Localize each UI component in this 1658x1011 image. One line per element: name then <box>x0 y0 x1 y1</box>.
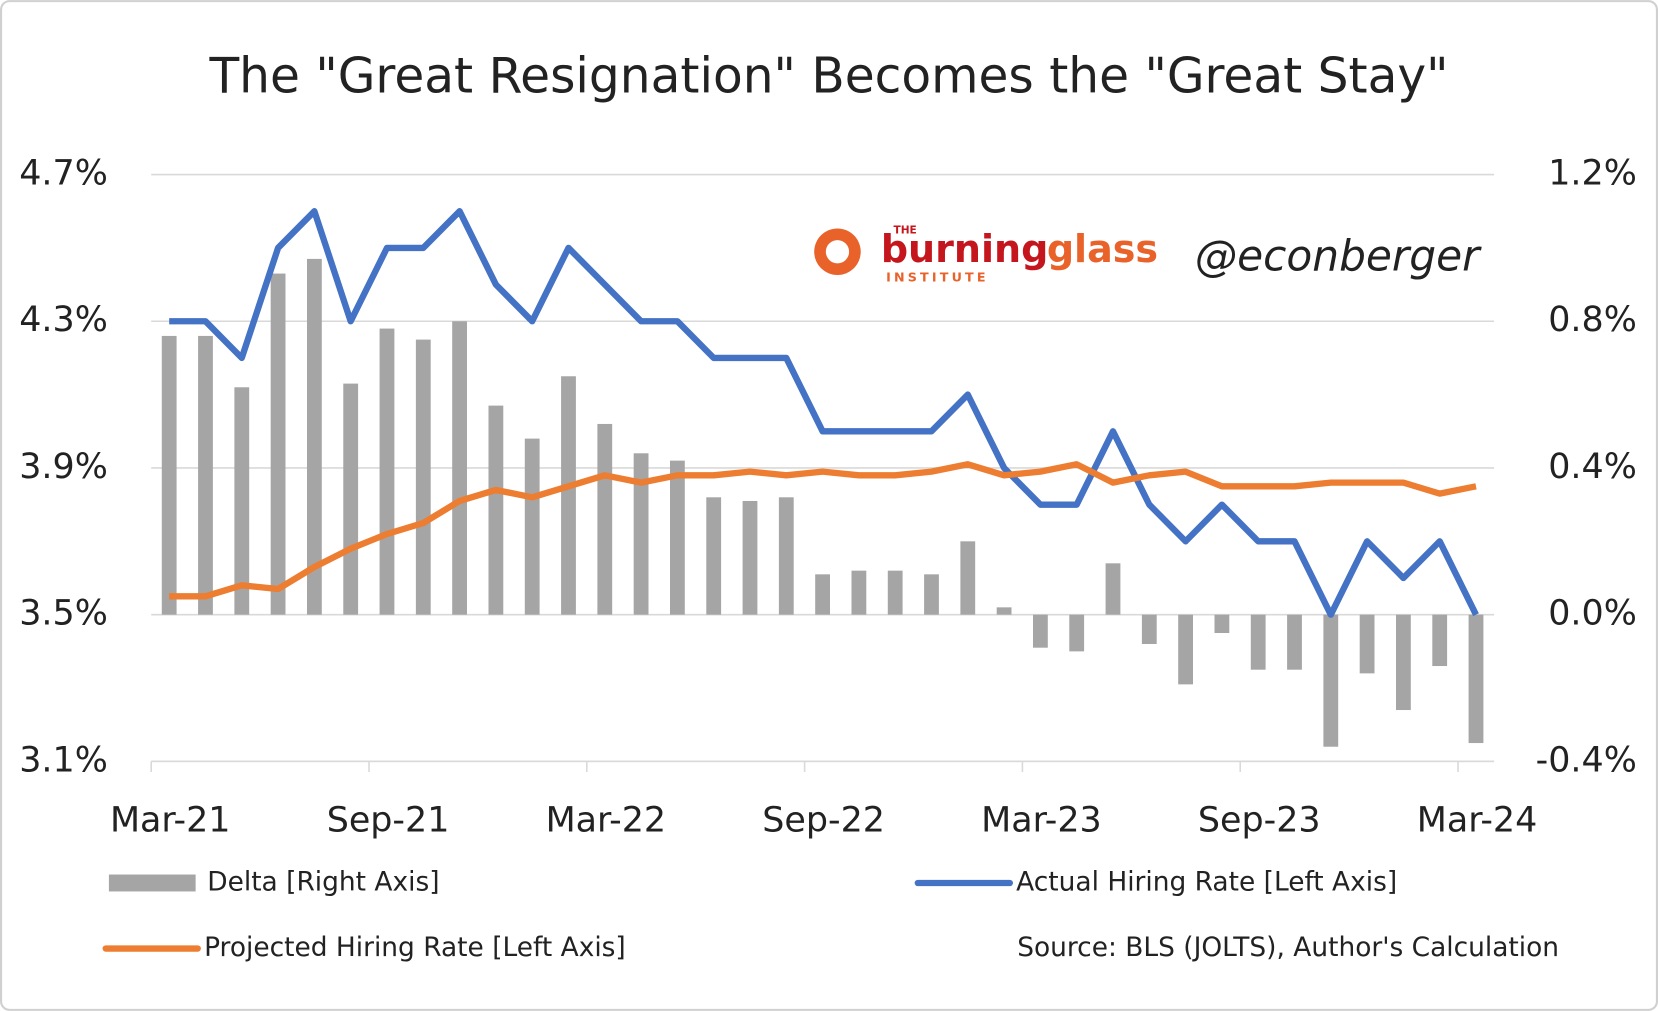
bar <box>1323 614 1339 747</box>
x-tick-label: Mar-23 <box>981 801 1102 841</box>
bar <box>996 607 1012 615</box>
bar <box>742 500 758 615</box>
bar <box>1214 614 1230 634</box>
bar <box>924 574 939 615</box>
bar <box>1359 614 1375 674</box>
bar <box>1178 614 1193 685</box>
bar <box>669 460 685 615</box>
y2-tick-label: 0.0% <box>1548 594 1637 634</box>
y2-tick-label: 0.8% <box>1548 300 1637 340</box>
bar <box>633 453 649 615</box>
logo-glass: glass <box>1047 227 1158 271</box>
x-tick-label: Sep-21 <box>327 801 450 841</box>
bar <box>1250 614 1266 670</box>
line <box>169 208 1479 618</box>
y-tick-label: 3.9% <box>19 447 108 487</box>
bar <box>1432 614 1448 667</box>
bar <box>270 273 286 615</box>
bar <box>524 438 540 615</box>
bar <box>1468 614 1484 744</box>
bar <box>343 383 359 615</box>
bar <box>198 335 213 615</box>
bar <box>960 541 976 615</box>
logo-icon-center <box>825 240 850 264</box>
bar <box>452 321 467 615</box>
bar <box>379 328 395 615</box>
legend-label: Delta [Right Axis] <box>207 866 439 897</box>
logo: THE burning glass INSTITUTE <box>814 225 1158 285</box>
bar <box>778 497 794 615</box>
bar <box>1395 614 1411 711</box>
bar <box>1105 563 1121 615</box>
bar <box>234 387 250 615</box>
plot: 3.1% 3.5% 3.9% 4.3% 4.7% -0.4% 0.0% 0.4% 0.8% 1.2… <box>19 154 1637 841</box>
x-tick-label: Sep-22 <box>762 801 885 841</box>
handle: @econberger <box>1195 232 1482 281</box>
x-tick-label: Mar-22 <box>546 801 667 841</box>
bar <box>415 339 431 615</box>
bar <box>161 335 177 615</box>
logo-institute: INSTITUTE <box>886 270 989 285</box>
chart-title: The "Great Resignation" Becomes the "Gre… <box>208 48 1448 104</box>
x-tick-label: Sep-23 <box>1198 801 1321 841</box>
y2-tick-label: -0.4% <box>1536 740 1637 780</box>
bar <box>1069 614 1085 652</box>
source-note: Source: BLS (JOLTS), Author's Calculatio… <box>1017 932 1559 963</box>
legend-swatch <box>108 874 196 892</box>
y2-tick-label: 1.2% <box>1548 154 1637 194</box>
y-tick-label: 3.5% <box>19 594 108 634</box>
bar <box>488 405 504 615</box>
bar <box>815 574 830 615</box>
bar <box>597 423 613 615</box>
bar <box>1141 614 1157 645</box>
bar <box>1032 614 1048 648</box>
bar <box>851 570 867 615</box>
legend-label: Actual Hiring Rate [Left Axis] <box>1016 866 1397 897</box>
x-tick-label: Mar-21 <box>110 801 231 841</box>
legend-label: Projected Hiring Rate [Left Axis] <box>204 932 626 963</box>
line <box>169 461 1477 600</box>
x-tick-label: Mar-24 <box>1417 801 1538 841</box>
bar <box>306 258 322 615</box>
bar <box>1287 614 1302 670</box>
bar <box>561 376 576 615</box>
y-tick-label: 4.7% <box>19 154 108 194</box>
y2-tick-label: 0.4% <box>1548 447 1637 487</box>
logo-the: THE <box>894 225 917 237</box>
y-tick-label: 4.3% <box>19 300 108 340</box>
bar <box>887 570 903 615</box>
bar <box>706 497 722 615</box>
logo-burning: burning <box>881 227 1049 271</box>
y-tick-label: 3.1% <box>19 740 108 780</box>
